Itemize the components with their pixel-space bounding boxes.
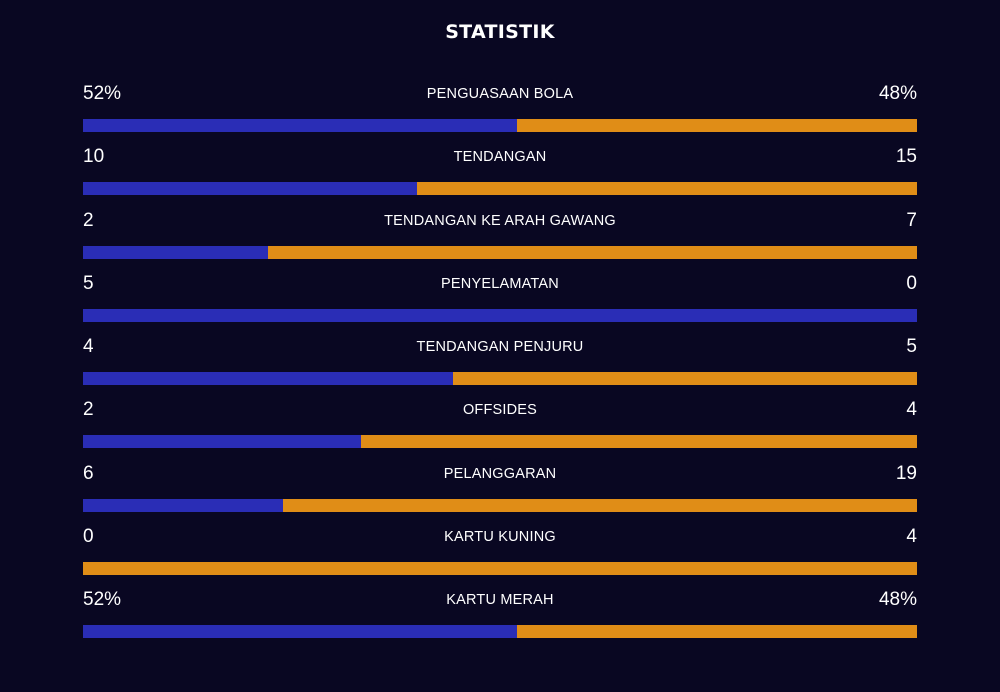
- away-value: 5: [906, 336, 917, 358]
- stat-head: 52% PENGUASAAN BOLA 48%: [83, 82, 917, 106]
- stat-head: 2 TENDANGAN KE ARAH GAWANG 7: [83, 209, 917, 233]
- stat-row-fouls: 6 PELANGGARAN 19: [83, 462, 917, 525]
- stat-label: TENDANGAN KE ARAH GAWANG: [384, 212, 616, 229]
- stat-rows: 52% PENGUASAAN BOLA 48% 10 TENDANGAN 15: [83, 82, 917, 652]
- home-value: 52%: [83, 83, 122, 104]
- home-value: 4: [83, 336, 94, 358]
- away-bar: [516, 625, 917, 639]
- away-value: 15: [895, 146, 917, 168]
- home-value: 0: [83, 526, 94, 548]
- stat-label: PENYELAMATAN: [441, 275, 559, 292]
- away-value: 48%: [878, 589, 917, 611]
- comparison-bar: [83, 119, 917, 132]
- stat-row-yellow-cards: 0 KARTU KUNING 4: [83, 525, 917, 588]
- away-bar: [83, 562, 917, 576]
- comparison-bar: [83, 372, 917, 386]
- home-bar: [83, 119, 517, 132]
- stat-head: 10 TENDANGAN 15: [83, 145, 917, 169]
- home-bar: [83, 182, 417, 196]
- comparison-bar: [83, 498, 917, 512]
- home-value: 6: [83, 462, 94, 484]
- away-value: 19: [895, 462, 917, 484]
- comparison-bar: [83, 182, 917, 196]
- home-bar: [83, 435, 361, 449]
- stat-label: TENDANGAN PENJURU: [416, 339, 584, 356]
- stat-row-shots: 10 TENDANGAN 15: [83, 145, 917, 208]
- away-value: 48%: [878, 83, 917, 104]
- home-bar: [83, 372, 454, 386]
- away-value: 7: [906, 209, 917, 231]
- home-value: 52%: [83, 589, 122, 611]
- away-value: 4: [906, 526, 917, 548]
- home-bar: [83, 498, 284, 512]
- home-value: 2: [83, 209, 94, 231]
- away-bar: [283, 498, 917, 512]
- stat-head: 0 KARTU KUNING 4: [83, 525, 917, 549]
- home-bar: [83, 245, 269, 259]
- stat-label: OFFSIDES: [462, 402, 538, 419]
- comparison-bar: [83, 562, 917, 576]
- stat-label: KARTU MERAH: [446, 592, 554, 609]
- stat-row-red-cards: 52% KARTU MERAH 48%: [83, 588, 917, 651]
- stat-row-offsides: 2 OFFSIDES 4: [83, 398, 917, 461]
- stat-row-possession: 52% PENGUASAAN BOLA 48%: [83, 82, 917, 145]
- away-value: 0: [906, 272, 917, 294]
- home-bar: [83, 625, 517, 639]
- stat-head: 4 TENDANGAN PENJURU 5: [83, 335, 917, 359]
- home-value: 2: [83, 399, 94, 421]
- away-bar: [516, 119, 917, 132]
- comparison-bar: [83, 625, 917, 639]
- away-bar: [360, 435, 917, 449]
- stat-row-saves: 5 PENYELAMATAN 0: [83, 272, 917, 335]
- stat-label: PENGUASAAN BOLA: [426, 86, 574, 102]
- home-bar: [83, 308, 917, 322]
- stat-label: PELANGGARAN: [443, 465, 557, 482]
- stat-head: 5 PENYELAMATAN 0: [83, 272, 917, 296]
- stat-row-shots-on-target: 2 TENDANGAN KE ARAH GAWANG 7: [83, 209, 917, 272]
- away-bar: [268, 245, 917, 259]
- stat-head: 52% KARTU MERAH 48%: [83, 588, 917, 612]
- comparison-bar: [83, 245, 917, 259]
- stat-label: TENDANGAN: [453, 149, 547, 166]
- stat-head: 6 PELANGGARAN 19: [83, 462, 917, 486]
- stat-row-corners: 4 TENDANGAN PENJURU 5: [83, 335, 917, 398]
- home-value: 5: [83, 272, 94, 294]
- comparison-bar: [83, 435, 917, 449]
- home-value: 10: [83, 146, 105, 168]
- stat-head: 2 OFFSIDES 4: [83, 398, 917, 422]
- away-value: 4: [906, 399, 917, 421]
- comparison-bar: [83, 308, 917, 322]
- away-bar: [453, 372, 917, 386]
- stat-label: KARTU KUNING: [444, 529, 556, 546]
- page-title: STATISTIK: [445, 21, 555, 43]
- away-bar: [416, 182, 917, 196]
